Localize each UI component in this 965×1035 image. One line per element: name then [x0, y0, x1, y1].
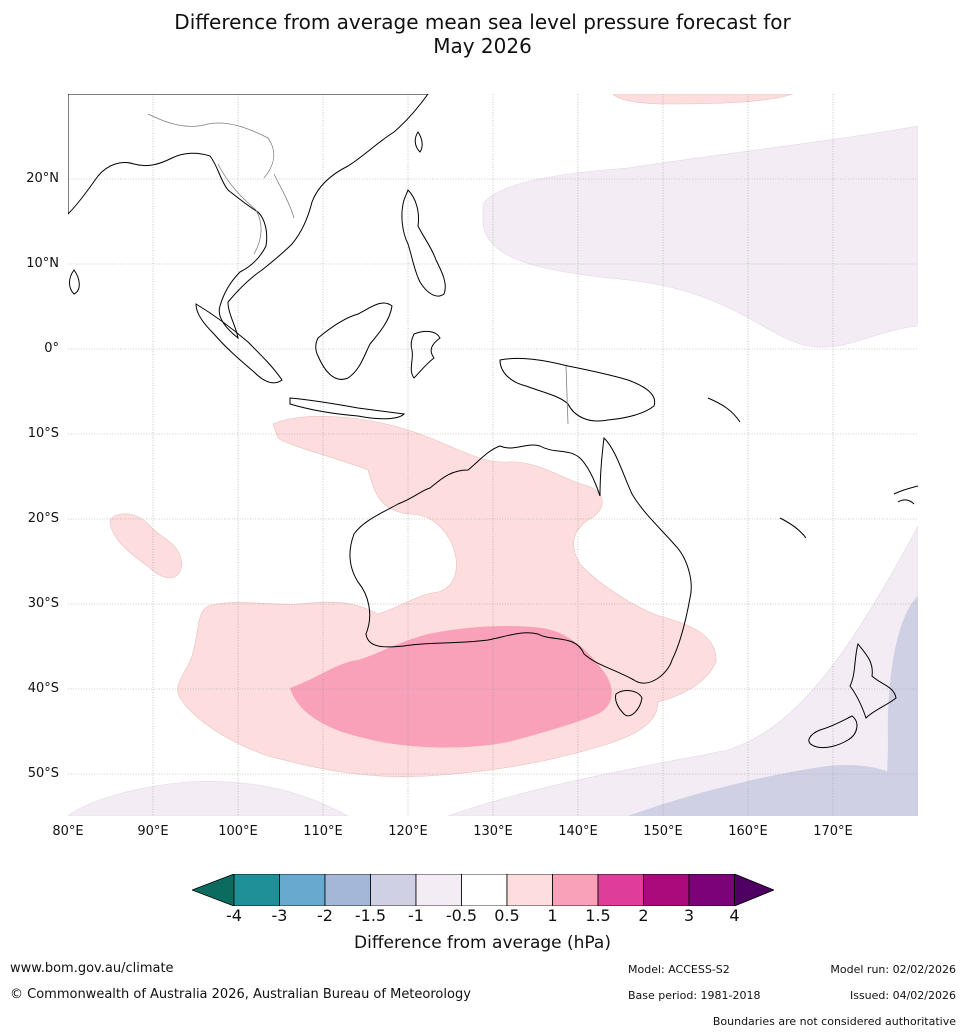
colorbar-tick: -2	[317, 906, 333, 925]
base-period-text: Base period: 1981-2018	[628, 989, 761, 1002]
lat-label-0: 0°	[44, 341, 59, 356]
lat-label-10s: 10°S	[27, 426, 59, 441]
pacific-islands	[707, 397, 918, 539]
lon-label-140e: 140°E	[558, 824, 598, 839]
map-svg	[68, 94, 918, 816]
colorbar-tick: -4	[226, 906, 242, 925]
lat-label-30s: 30°S	[27, 596, 59, 611]
lat-label-50s: 50°S	[27, 766, 59, 781]
colorbar-swatch-10	[643, 873, 690, 907]
lon-label-150e: 150°E	[643, 824, 683, 839]
copyright-text: © Commonwealth of Australia 2026, Austra…	[10, 987, 471, 1002]
colorbar-swatch-8	[552, 873, 599, 907]
newzealand-south	[808, 715, 858, 749]
chart-title: Difference from average mean sea level p…	[0, 10, 965, 58]
colorbar-tick: 0.5	[494, 906, 520, 925]
lon-label-160e: 160°E	[728, 824, 768, 839]
colorbar-tick: 1.5	[585, 906, 611, 925]
colorbar-svg	[190, 873, 776, 907]
colorbar-swatch-7	[506, 873, 553, 907]
model-text: Model: ACCESS-S2	[628, 963, 730, 976]
lat-label-40s: 40°S	[27, 681, 59, 696]
newzealand-north	[849, 642, 897, 719]
lon-label-170e: 170°E	[813, 824, 853, 839]
colorbar-swatch-6	[461, 873, 508, 907]
colorbar-swatch-4	[370, 873, 417, 907]
borneo-coast	[315, 302, 393, 380]
colorbar-swatch-3	[324, 873, 371, 907]
lat-label-20s: 20°S	[27, 511, 59, 526]
sumatra-coast	[195, 303, 283, 384]
lon-label-130e: 130°E	[473, 824, 513, 839]
colorbar-extend-low	[190, 873, 235, 907]
coastlines	[68, 94, 918, 749]
disclaimer-text: Boundaries are not considered authoritat…	[712, 1015, 956, 1028]
colorbar-tick: -3	[271, 906, 288, 925]
philippines-coast	[401, 189, 446, 297]
anomaly-area-south-blue	[628, 764, 918, 816]
issued-text: Issued: 04/02/2026	[849, 989, 956, 1002]
colorbar	[190, 873, 776, 907]
lat-label-20n: 20°N	[26, 171, 59, 186]
sulawesi-coast	[410, 330, 441, 379]
colorbar-swatch-2	[279, 873, 326, 907]
colorbar-swatch-9	[597, 873, 644, 907]
graticule	[68, 94, 918, 816]
website-link[interactable]: www.bom.gov.au/climate	[10, 961, 174, 976]
colorbar-swatch-11	[688, 873, 735, 907]
title-line-2: May 2026	[433, 34, 532, 58]
colorbar-tick: 2	[638, 906, 649, 925]
srilanka-coast	[69, 269, 80, 295]
anomaly-area-north-pink	[612, 94, 794, 105]
colorbar-extend-high	[734, 873, 776, 907]
colorbar-swatch-1	[233, 873, 280, 907]
colorbar-tick: 3	[683, 906, 695, 925]
lon-label-100e: 100°E	[218, 824, 258, 839]
tasmania-coast	[615, 690, 643, 717]
colorbar-title: Difference from average (hPa)	[354, 933, 611, 953]
australia-coast	[349, 436, 692, 684]
colorbar-tick: -0.5	[445, 906, 478, 925]
colorbar-tick: -1	[408, 906, 424, 925]
model-run-text: Model run: 02/02/2026	[830, 963, 956, 976]
colorbar-tick: -1.5	[354, 906, 387, 925]
lon-label-90e: 90°E	[137, 824, 169, 839]
map-panel	[68, 94, 918, 816]
lon-label-80e: 80°E	[52, 824, 84, 839]
colorbar-tick: 1	[547, 906, 558, 925]
country-borders	[147, 113, 569, 425]
taiwan-coast	[414, 131, 423, 153]
anomaly-area-bight	[290, 626, 612, 748]
colorbar-tick: 4	[729, 906, 740, 925]
newguinea-coast	[499, 357, 656, 422]
lat-label-10n: 10°N	[26, 256, 59, 271]
se-asia-coast	[68, 94, 429, 340]
anomaly-area-northeast	[482, 125, 918, 348]
anomaly-area-southeast	[447, 525, 918, 816]
lon-label-120e: 120°E	[388, 824, 428, 839]
lon-label-110e: 110°E	[303, 824, 343, 839]
anomaly-area-indian-ocean	[109, 513, 183, 579]
colorbar-swatch-5	[415, 873, 462, 907]
anomaly-area-southwest	[68, 781, 349, 816]
title-line-1: Difference from average mean sea level p…	[174, 10, 791, 34]
java-coast	[289, 397, 406, 420]
anomaly-area-newzealand	[886, 596, 918, 816]
